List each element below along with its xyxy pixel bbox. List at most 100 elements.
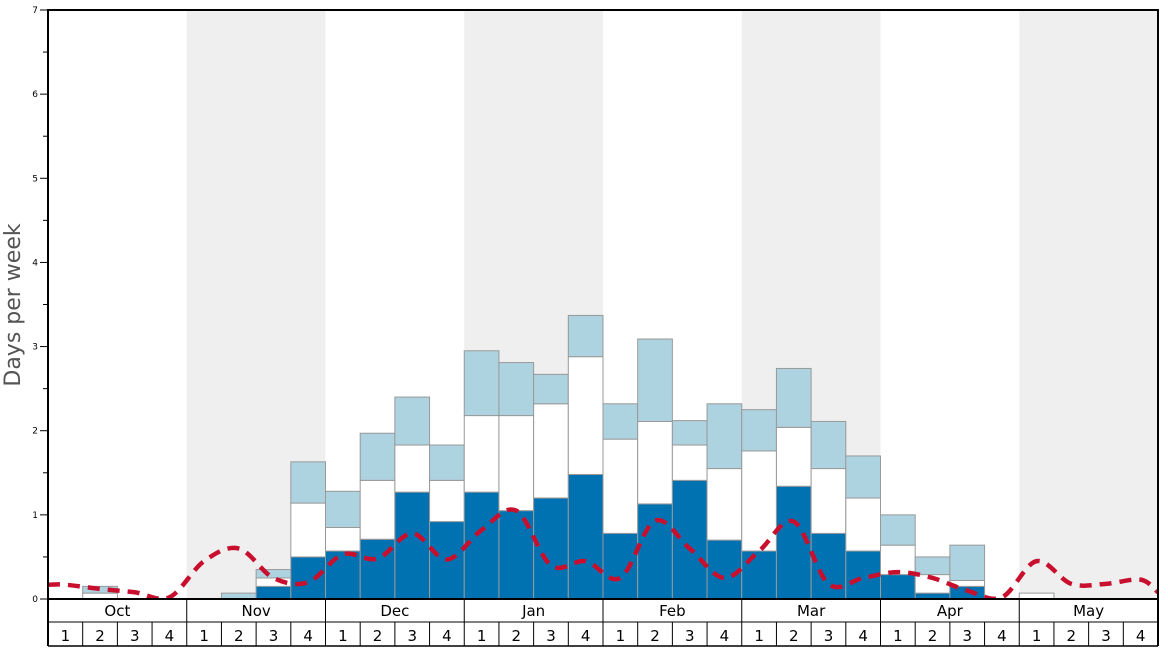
bar-segment: [290, 502, 326, 558]
week-label: 4: [720, 627, 730, 645]
week-label: 2: [789, 627, 799, 645]
month-label-nov: Nov: [241, 602, 270, 620]
y-tick-label: 0: [32, 595, 38, 605]
week-label: 3: [1101, 627, 1111, 645]
bar-segment: [637, 420, 673, 505]
x-axis: Oct 1 2 3 4 Nov 1 2 3 4 Dec 1 2 3 4 Jan 1 2 3 4 Feb 1 2 3 4 Mar 1 2…: [47, 599, 1159, 647]
week-label: 4: [858, 627, 868, 645]
bar-segment: [671, 479, 708, 600]
bars: [82, 314, 1055, 600]
month-shading: [186, 10, 1158, 599]
week-label: 4: [442, 627, 452, 645]
week-label: 2: [234, 627, 244, 645]
week-label: 4: [303, 627, 313, 645]
bar-segment: [463, 415, 500, 493]
week-label: 3: [685, 627, 695, 645]
week-label: 1: [61, 627, 71, 645]
y-tick-label: 1: [32, 511, 38, 521]
week-label: 2: [95, 627, 105, 645]
week-label: 4: [581, 627, 591, 645]
week-label: 1: [477, 627, 487, 645]
bar-segment: [533, 373, 569, 405]
bar-segment: [741, 409, 777, 452]
bar-segment: [741, 550, 777, 600]
bar-segment: [949, 544, 986, 581]
bar-segment: [429, 479, 465, 523]
y-tick-label: 4: [32, 258, 38, 268]
month-label-mar: Mar: [797, 602, 826, 620]
bar-segment: [567, 473, 604, 600]
bar-segment: [845, 497, 881, 552]
week-label: 3: [546, 627, 556, 645]
bar-segment: [775, 367, 812, 428]
bar-segment: [914, 556, 951, 576]
bar-segment: [429, 444, 465, 481]
bar-segment: [845, 455, 881, 499]
week-label: 3: [962, 627, 972, 645]
bar-segment: [810, 532, 847, 600]
bar-segment: [394, 396, 431, 446]
week-label: 2: [1067, 627, 1077, 645]
week-label: 4: [165, 627, 175, 645]
month-label-apr: Apr: [937, 602, 964, 620]
bar-segment: [706, 468, 743, 541]
week-label: 4: [997, 627, 1007, 645]
week-label: 2: [512, 627, 522, 645]
bar-segment: [290, 461, 326, 504]
week-label: 3: [269, 627, 279, 645]
bar-segment: [567, 356, 604, 475]
bar-segment: [325, 550, 361, 600]
bar-segment: [359, 432, 396, 481]
bar-segment: [602, 403, 639, 440]
y-tick-label: 2: [32, 427, 38, 437]
bar-segment: [880, 574, 916, 600]
month-label-dec: Dec: [380, 602, 409, 620]
week-label: 1: [893, 627, 903, 645]
bar-segment: [394, 444, 431, 493]
bar-segment: [359, 479, 396, 540]
bar-segment: [810, 420, 847, 470]
week-label: 2: [373, 627, 383, 645]
week-label: 3: [407, 627, 417, 645]
week-label: 2: [650, 627, 660, 645]
week-label: 1: [1032, 627, 1042, 645]
week-label: 2: [928, 627, 938, 645]
bar-segment: [706, 403, 743, 470]
bar-segment: [880, 514, 916, 546]
bar-segment: [463, 491, 500, 600]
y-axis-label: Days per week: [1, 223, 26, 386]
bar-segment: [498, 415, 535, 512]
bar-segment: [741, 450, 777, 552]
y-tick-label: 3: [32, 343, 38, 353]
bar-segment: [671, 420, 708, 446]
week-label: 3: [130, 627, 140, 645]
bar-segment: [463, 350, 500, 417]
bar-segment: [533, 497, 569, 600]
bar-segment: [255, 585, 292, 600]
bar-segment: [602, 438, 639, 534]
bar-segment: [775, 426, 812, 487]
month-label-jan: Jan: [521, 602, 545, 620]
y-tick-label: 6: [32, 90, 38, 100]
bar-segment: [498, 362, 535, 417]
bar-segment: [567, 314, 604, 358]
bar-segment: [637, 503, 673, 600]
bar-segment: [533, 403, 569, 499]
y-tick-label: 5: [32, 174, 38, 184]
bar-segment: [325, 490, 361, 528]
bar-segment: [637, 338, 673, 422]
bar-segment: [706, 539, 743, 600]
week-label: 1: [338, 627, 348, 645]
week-label: 1: [199, 627, 209, 645]
week-label: 1: [754, 627, 764, 645]
month-shade-may: [1019, 10, 1158, 599]
week-label: 1: [616, 627, 626, 645]
week-label: 3: [824, 627, 834, 645]
bar-segment: [394, 491, 431, 600]
month-label-feb: Feb: [659, 602, 686, 620]
y-tick-label: 7: [32, 6, 38, 16]
month-label-may: May: [1073, 602, 1104, 620]
week-label: 4: [1136, 627, 1146, 645]
bar-segment: [290, 556, 326, 600]
